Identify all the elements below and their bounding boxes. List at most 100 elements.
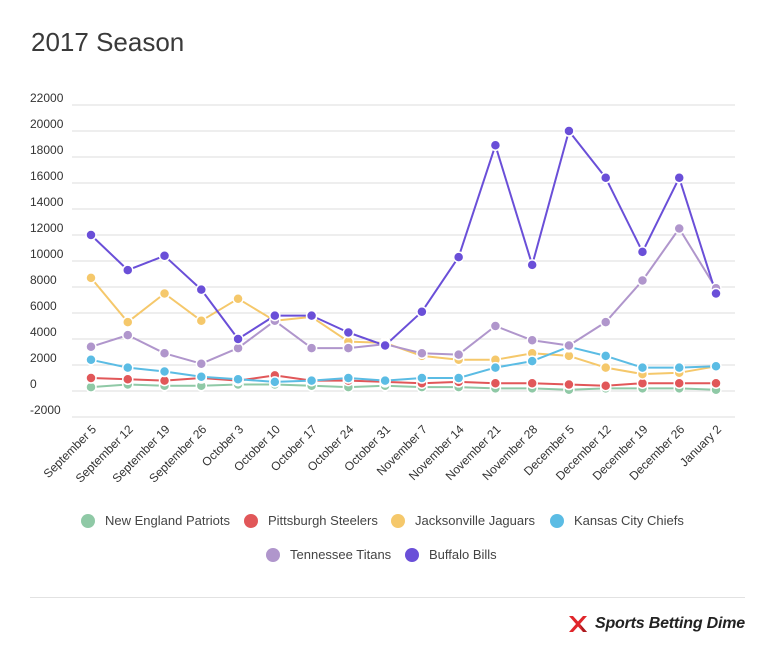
data-point [563, 339, 575, 352]
y-tick-label: 0 [30, 377, 37, 391]
footer-divider [30, 597, 745, 598]
data-point [158, 287, 171, 300]
legend-label: Jacksonville Jaguars [415, 513, 535, 528]
data-point [673, 222, 685, 235]
y-tick-label: 14000 [30, 195, 64, 209]
data-point [599, 316, 612, 328]
data-point [342, 372, 355, 384]
data-point [489, 320, 502, 332]
y-tick-label: 20000 [30, 117, 64, 131]
data-point [195, 283, 208, 296]
data-point [85, 229, 97, 241]
legend-swatch [405, 548, 419, 562]
grid [72, 104, 735, 418]
data-point [452, 372, 465, 384]
data-point [305, 309, 318, 322]
data-point [710, 287, 722, 300]
data-point [269, 376, 281, 388]
data-point [673, 361, 685, 374]
series-line [90, 383, 717, 391]
data-point [636, 361, 649, 374]
data-point [232, 333, 244, 345]
brand-logo: Sports Betting Dime [567, 612, 745, 636]
data-point [673, 172, 685, 184]
data-point [342, 326, 355, 339]
data-point [122, 329, 134, 341]
data-point [416, 372, 428, 384]
data-point [452, 251, 465, 263]
series-line [90, 130, 717, 347]
data-point [122, 316, 134, 328]
sbd-logo-icon [569, 616, 587, 632]
data-point [122, 361, 134, 374]
data-point [379, 374, 391, 387]
data-point [232, 373, 244, 386]
y-tick-label: 12000 [30, 221, 64, 235]
series-lines [90, 130, 717, 391]
legend-swatch [266, 548, 280, 562]
data-point [85, 372, 97, 384]
data-point [563, 125, 575, 137]
chart-title: 2017 Season [31, 27, 185, 57]
data-point [489, 139, 502, 152]
y-tick-label: 2000 [30, 351, 57, 365]
y-tick-label: 18000 [30, 143, 64, 157]
data-point [269, 309, 281, 322]
y-tick-label: 10000 [30, 247, 64, 261]
line-chart: 2200020000180001600014000120001000080006… [30, 91, 735, 485]
data-point [416, 305, 428, 318]
data-point [526, 355, 538, 367]
data-point [158, 250, 171, 262]
data-point [305, 342, 318, 354]
series-line [90, 227, 717, 365]
y-tick-label: 22000 [30, 91, 64, 105]
data-point [379, 339, 391, 352]
data-point [158, 347, 171, 360]
y-tick-label: 16000 [30, 169, 64, 183]
series-points [85, 125, 722, 396]
legend-swatch [391, 514, 405, 528]
y-tick-label: -2000 [30, 403, 61, 417]
data-point [599, 172, 612, 184]
legend-label: Buffalo Bills [429, 547, 497, 562]
data-point [158, 365, 171, 378]
data-point [195, 370, 208, 383]
data-point [710, 377, 722, 389]
data-point [342, 342, 355, 354]
data-point [122, 264, 134, 276]
legend-swatch [550, 514, 564, 528]
data-point [526, 259, 538, 271]
data-point [599, 361, 612, 374]
data-point [489, 361, 502, 374]
data-point [636, 274, 649, 287]
data-point [452, 348, 465, 361]
data-point [195, 357, 208, 370]
data-point [563, 378, 575, 391]
y-tick-label: 6000 [30, 299, 57, 313]
data-point [489, 377, 502, 389]
data-point [85, 354, 97, 366]
data-point [85, 272, 97, 284]
brand-name: Sports Betting Dime [595, 615, 745, 632]
y-tick-label: 4000 [30, 325, 57, 339]
data-point [305, 374, 318, 387]
data-point [710, 360, 722, 373]
data-point [599, 380, 612, 392]
data-point [636, 246, 649, 258]
data-point [122, 373, 134, 386]
series-line [90, 374, 716, 387]
data-point [526, 377, 538, 389]
legend-swatch [81, 514, 95, 528]
legend-label: Kansas City Chiefs [574, 513, 684, 528]
y-axis: 2200020000180001600014000120001000080006… [30, 91, 64, 417]
data-point [599, 350, 612, 362]
y-tick-label: 8000 [30, 273, 57, 287]
data-point [416, 347, 428, 360]
data-point [526, 334, 538, 347]
legend-label: Tennessee Titans [290, 547, 392, 562]
legend-label: New England Patriots [105, 513, 231, 528]
legend-swatch [244, 514, 258, 528]
data-point [195, 315, 208, 327]
legend-label: Pittsburgh Steelers [268, 513, 378, 528]
